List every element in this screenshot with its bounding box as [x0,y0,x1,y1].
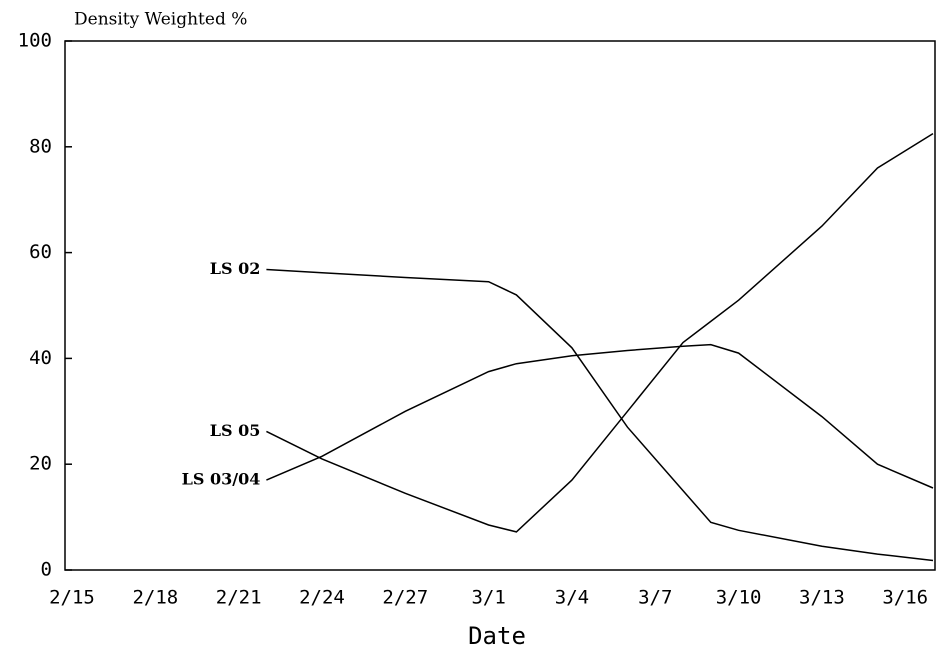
y-tick-label: 100 [18,30,52,52]
line-series [266,343,934,489]
y-tick-label: 0 [41,559,52,581]
x-tick-label: 3/10 [716,587,762,609]
x-tick-label: 3/13 [799,587,845,609]
plot-frame [64,40,936,571]
x-tick-label: 2/21 [216,587,262,609]
x-tick-label: 2/15 [49,587,95,609]
x-tick-label: 3/4 [555,587,589,609]
line-series [266,132,934,533]
line-series [266,268,934,562]
series-label: LS 02 [210,259,261,278]
series-label: LS 03/04 [182,470,261,489]
y-tick-label: 60 [29,241,52,263]
x-tick-label: 2/18 [132,587,178,609]
chart-title: Density Weighted % [74,10,247,30]
x-tick-label: 2/27 [382,587,428,609]
y-tick-label: 80 [29,135,52,157]
x-tick-label: 2/24 [299,587,345,609]
series-label: LS 05 [210,421,261,440]
x-tick-label: 3/7 [638,587,672,609]
y-tick-label: 40 [29,347,52,369]
x-tick-label: 3/16 [882,587,928,609]
x-axis-label: Date [468,622,526,650]
x-tick-label: 3/1 [471,587,505,609]
y-tick-label: 20 [29,453,52,475]
